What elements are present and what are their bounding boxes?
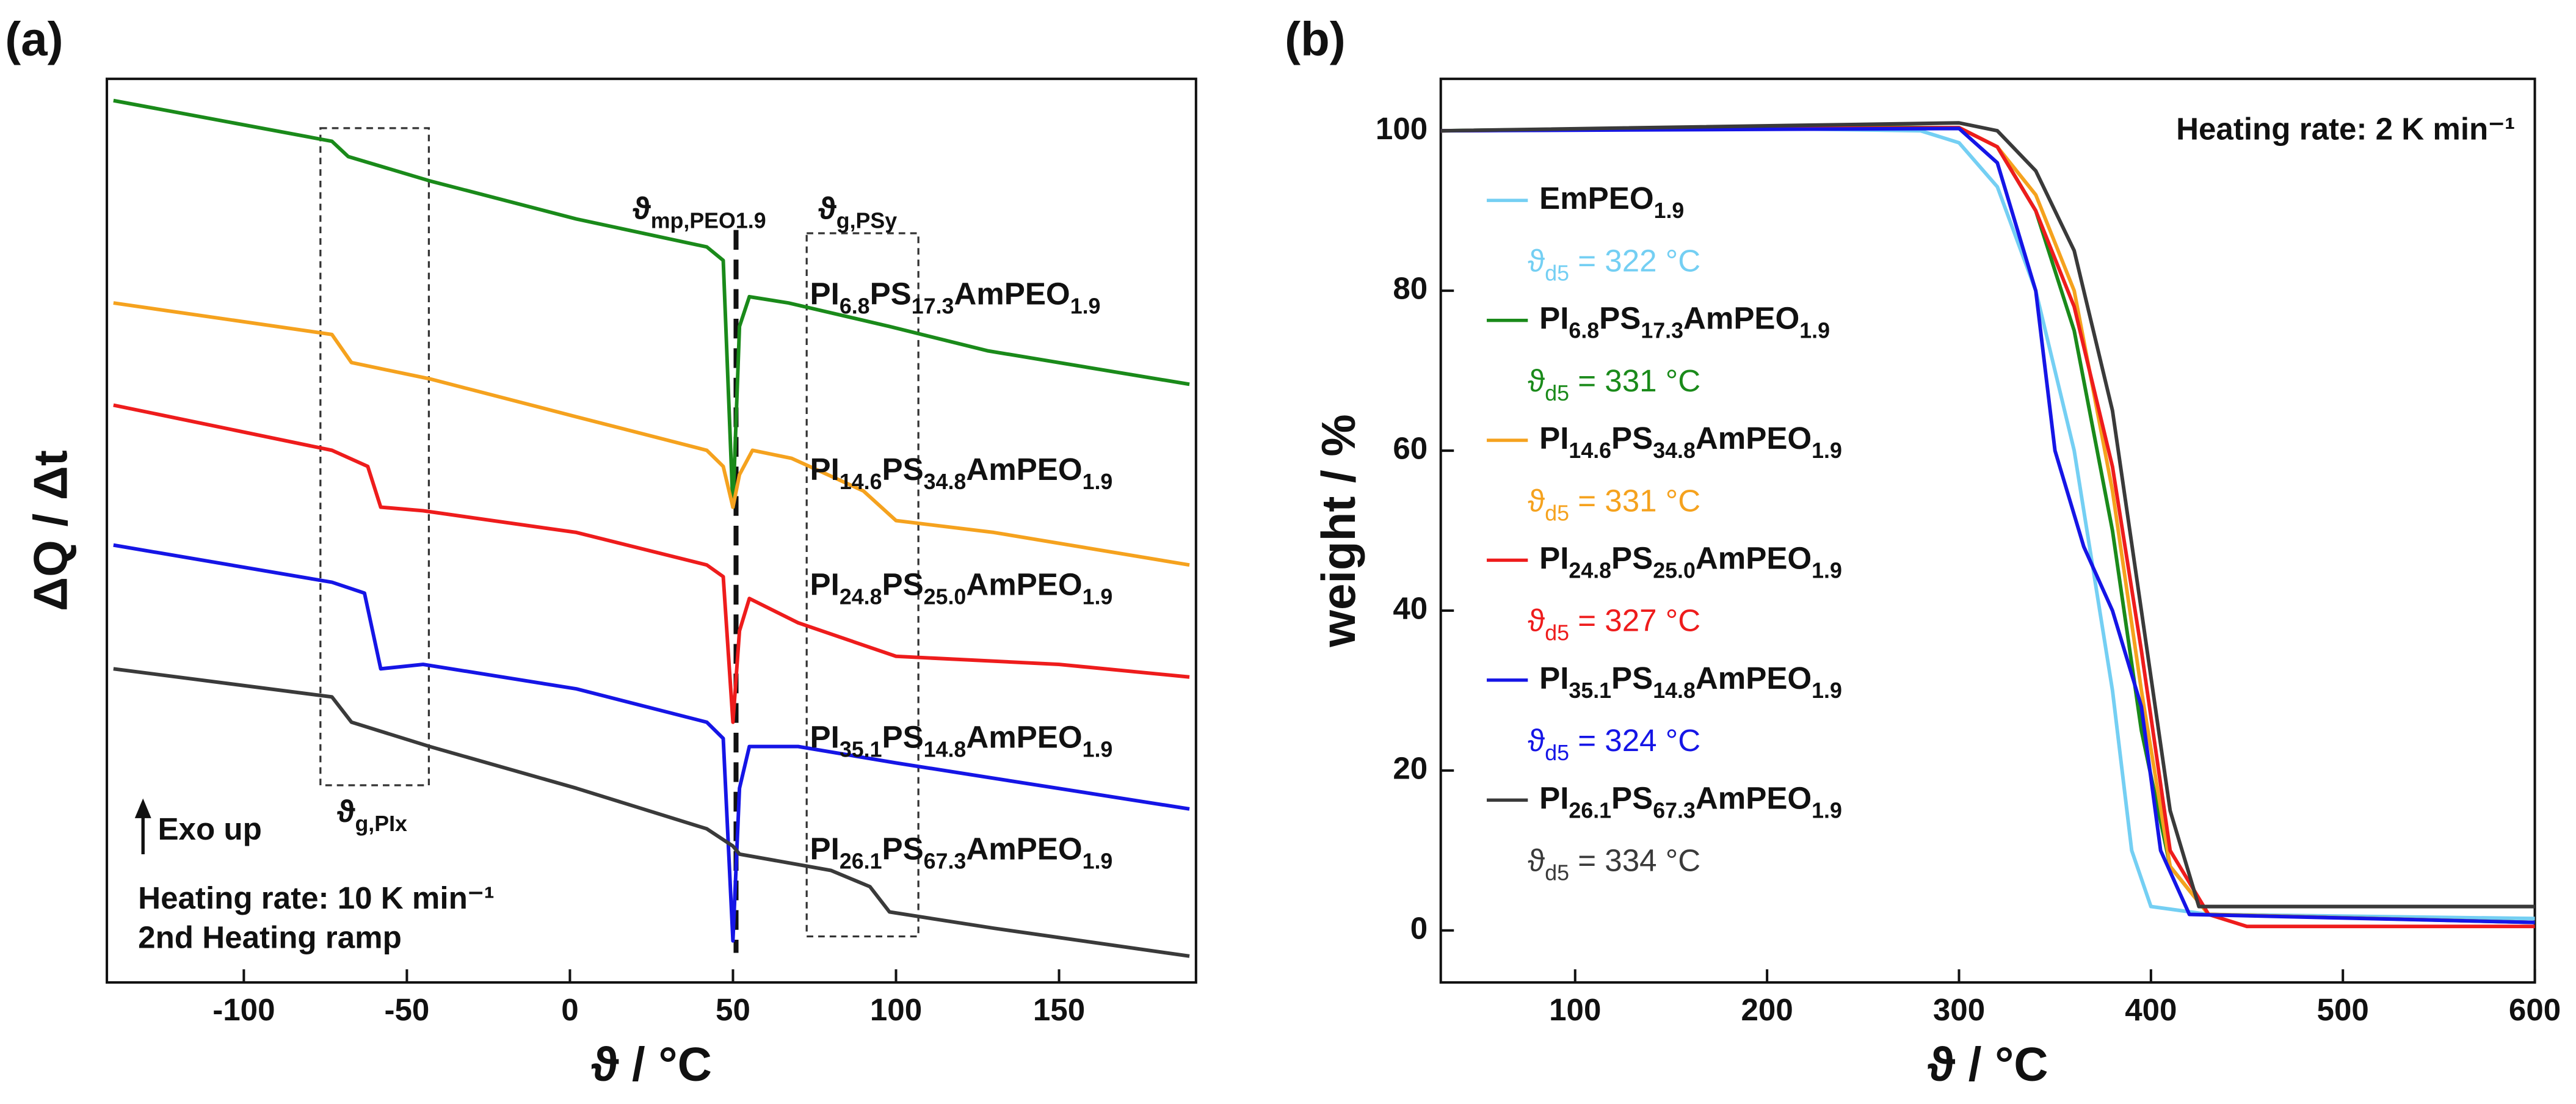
y-tick-label: 20 (1393, 750, 1428, 785)
data-line (1440, 121, 2535, 909)
plot-frame (106, 78, 1197, 984)
dashed-box (805, 232, 920, 938)
annotation: Heating rate: 10 K min⁻¹ (138, 881, 495, 915)
exo-arrow-head (134, 798, 151, 818)
data-line (113, 301, 1190, 567)
panel-label: (b) (1285, 12, 1346, 66)
x-axis-title: ϑ / °C (591, 1037, 712, 1091)
d5-label: ϑd5 = 334 °C (1528, 843, 1700, 885)
d5-label: ϑd5 = 324 °C (1528, 723, 1700, 766)
data-line (113, 403, 1190, 724)
series-label: PI26.1PS67.3AmPEO1.9 (810, 831, 1113, 874)
annotation: ϑmp,PEO1.9 (633, 191, 766, 233)
x-tick-label: 0 (561, 992, 578, 1027)
y-tick-label: 80 (1393, 271, 1428, 306)
x-tick-label: 150 (1033, 992, 1085, 1027)
legend-label: PI26.1PS67.3AmPEO1.9 (1539, 780, 1842, 823)
panel-label: (a) (5, 12, 63, 66)
x-tick-label: 300 (1933, 992, 1985, 1027)
x-tick-label: 600 (2509, 992, 2561, 1027)
legend-label: PI35.1PS14.8AmPEO1.9 (1539, 660, 1842, 703)
d5-label: ϑd5 = 331 °C (1528, 483, 1700, 526)
legend-label: PI24.8PS25.0AmPEO1.9 (1539, 540, 1842, 583)
data-line (113, 543, 1190, 943)
annotation: Heating rate: 2 K min⁻¹ (2176, 112, 2515, 147)
series-label: PI35.1PS14.8AmPEO1.9 (810, 719, 1113, 762)
x-tick-label: -50 (384, 992, 429, 1027)
annotation: Exo up (158, 812, 261, 846)
d5-label: ϑd5 = 327 °C (1528, 603, 1700, 645)
series-label: PI24.8PS25.0AmPEO1.9 (810, 567, 1113, 609)
legend-label: PI14.6PS34.8AmPEO1.9 (1539, 421, 1842, 463)
plot-frame (1439, 78, 2536, 984)
x-tick-label: -100 (212, 992, 275, 1027)
series-label: PI6.8PS17.3AmPEO1.9 (810, 276, 1101, 319)
data-line (113, 98, 1190, 509)
annotation: 2nd Heating ramp (138, 920, 402, 954)
y-tick-label: 0 (1410, 910, 1428, 945)
x-axis-title: ϑ / °C (1928, 1037, 2048, 1091)
x-tick-label: 100 (870, 992, 922, 1027)
y-tick-label: 60 (1393, 431, 1428, 466)
y-tick-label: 40 (1393, 590, 1428, 625)
legend-label: PI6.8PS17.3AmPEO1.9 (1539, 300, 1830, 343)
data-line (1440, 126, 2535, 929)
x-tick-label: 200 (1741, 992, 1793, 1027)
y-axis-title: weight / % (1312, 414, 1365, 647)
d5-label: ϑd5 = 322 °C (1528, 243, 1700, 286)
data-line (113, 667, 1190, 958)
legend-label: EmPEO1.9 (1539, 181, 1684, 223)
series-label: PI14.6PS34.8AmPEO1.9 (810, 452, 1113, 495)
y-tick-label: 100 (1376, 111, 1428, 146)
x-tick-label: 50 (716, 992, 750, 1027)
d5-label: ϑd5 = 331 °C (1528, 363, 1700, 405)
x-tick-label: 400 (2125, 992, 2177, 1027)
annotation: ϑg,PIx (337, 793, 407, 836)
data-line (1440, 126, 2535, 924)
dashed-box (319, 127, 430, 786)
annotation: ϑg,PSy (818, 191, 897, 233)
x-tick-label: 100 (1549, 992, 1601, 1027)
y-axis-title: ΔQ / Δt (24, 450, 78, 611)
x-tick-label: 500 (2317, 992, 2369, 1027)
